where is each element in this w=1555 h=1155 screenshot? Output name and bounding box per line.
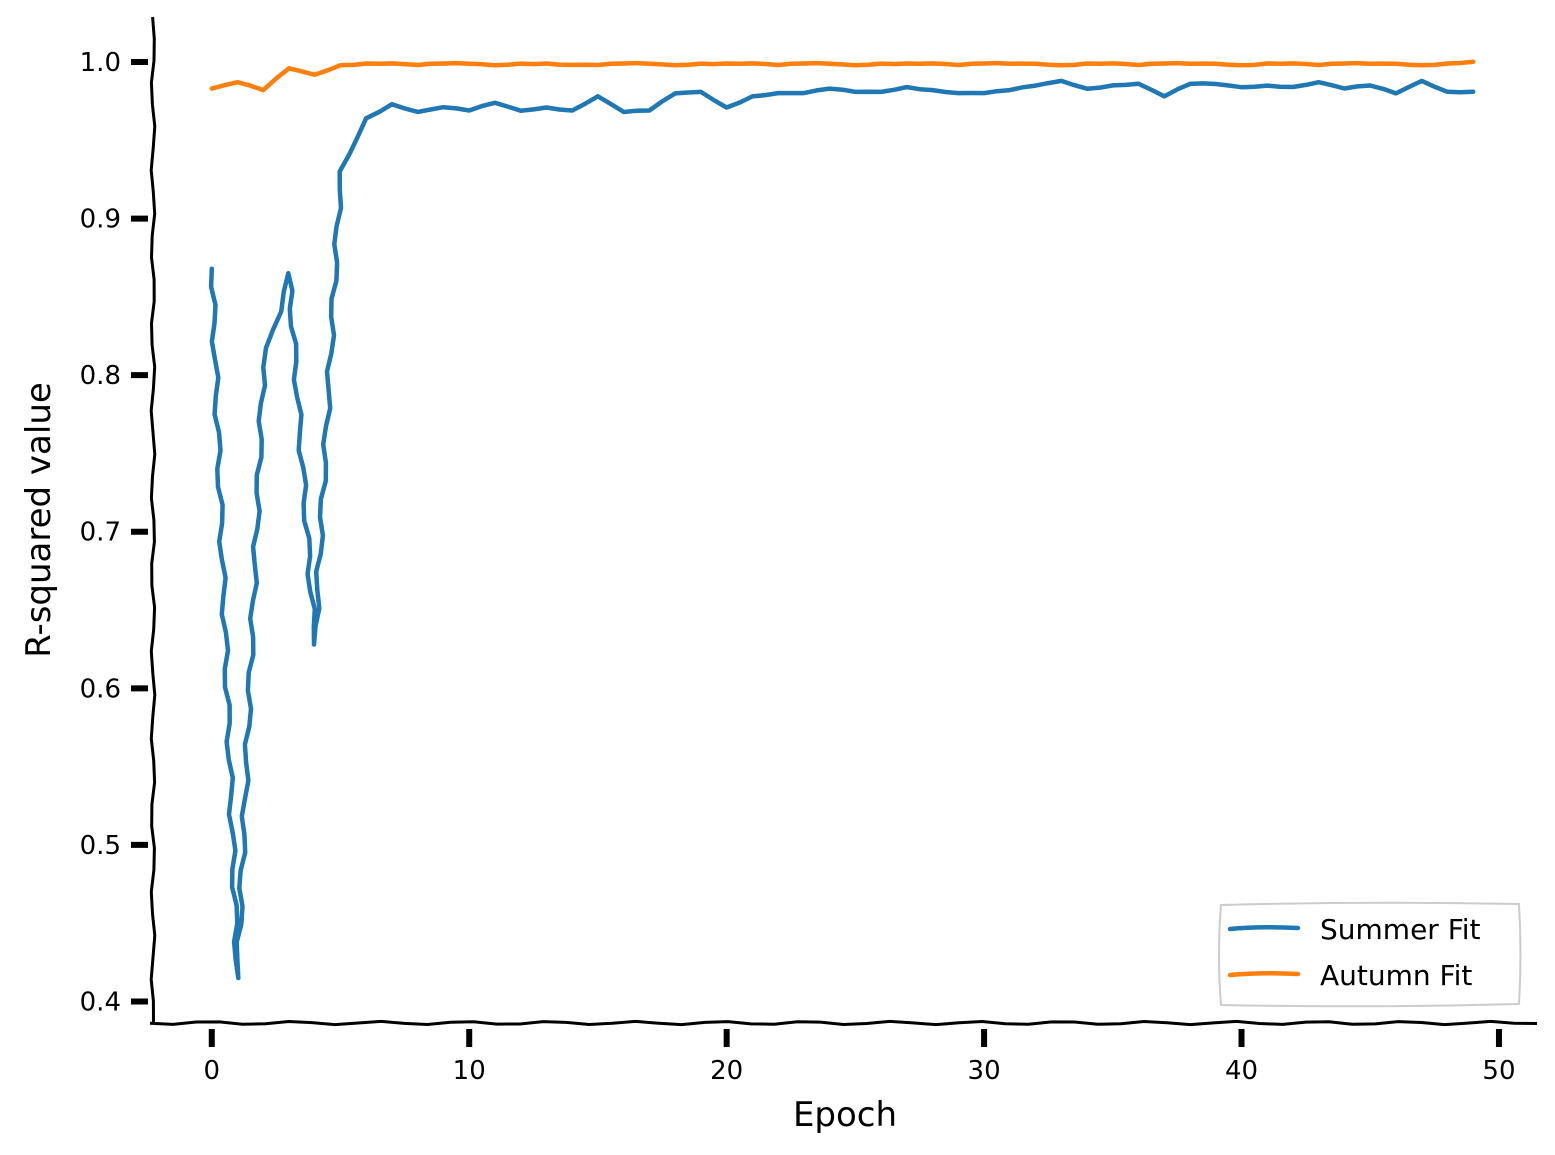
y-tick-label: 0.5 — [80, 831, 121, 861]
x-tick-label: 20 — [710, 1056, 743, 1086]
x-tick-label: 10 — [453, 1056, 486, 1086]
ticks-layer: 0 10 20 30 40 50 0.4 0.5 0.6 0.7 0.8 0.9 1.0 — [80, 48, 1516, 1086]
series-line-summer-fit — [208, 78, 1476, 981]
x-tick-label: 0 — [204, 1056, 221, 1086]
axes-layer — [149, 16, 1538, 1027]
y-tick-label: 1.0 — [80, 48, 121, 78]
series-layer — [208, 59, 1476, 981]
legend: Summer Fit Autumn Fit — [1218, 901, 1522, 1008]
y-tick-label: 0.7 — [80, 518, 121, 548]
y-tick-label: 0.4 — [80, 988, 121, 1018]
y-axis-label: R-squared value — [19, 382, 59, 658]
y-tick-label: 0.6 — [80, 674, 121, 704]
legend-swatch-summer — [1227, 924, 1301, 932]
x-tick-label: 50 — [1482, 1056, 1515, 1086]
y-tick-label: 0.8 — [80, 361, 121, 391]
legend-label-autumn: Autumn Fit — [1320, 959, 1472, 992]
x-axis-label: Epoch — [793, 1095, 897, 1135]
y-axis-line — [149, 16, 157, 1024]
x-tick-label: 30 — [968, 1056, 1001, 1086]
legend-swatch-autumn — [1227, 970, 1301, 978]
legend-label-summer: Summer Fit — [1320, 913, 1481, 946]
y-tick-label: 0.9 — [80, 205, 121, 235]
x-axis-line — [149, 1019, 1538, 1027]
x-tick-label: 40 — [1225, 1056, 1258, 1086]
series-line-autumn-fit — [209, 59, 1476, 93]
